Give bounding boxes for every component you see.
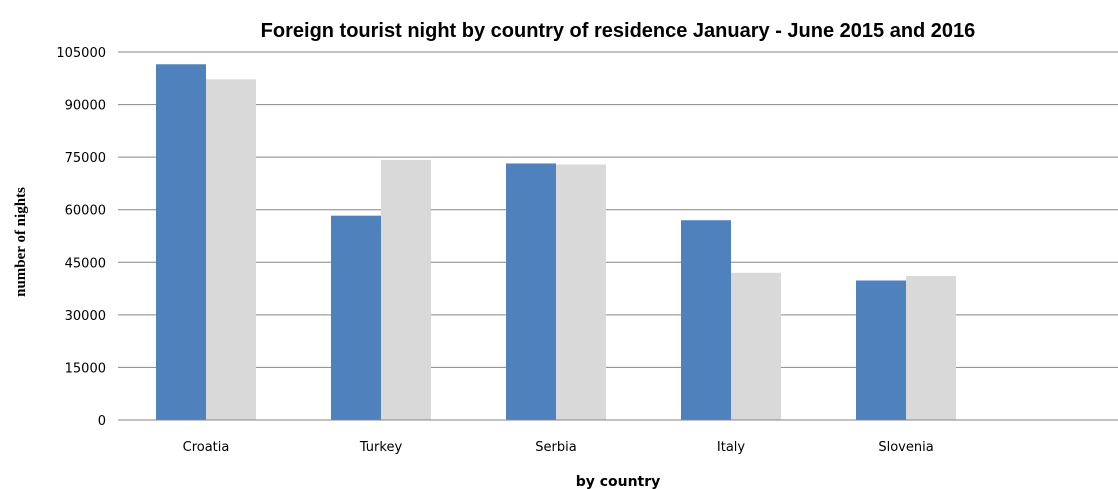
bar-turkey-series-2 bbox=[381, 159, 431, 421]
y-axis-tick-labels: 0 15000 30000 45000 60000 75000 90000 105000 bbox=[56, 46, 106, 429]
x-tick-label-croatia: Croatia bbox=[183, 440, 230, 455]
x-axis-tick-labels: Croatia Turkey Serbia Italy Slovenia bbox=[183, 440, 934, 455]
bar-serbia-series-2 bbox=[556, 164, 606, 420]
bar-turkey-series-1 bbox=[331, 215, 381, 420]
y-tick-label: 45000 bbox=[65, 256, 106, 271]
bar-slovenia-series-1 bbox=[856, 280, 906, 420]
y-tick-label: 105000 bbox=[56, 46, 106, 61]
bar-croatia-series-2 bbox=[206, 79, 256, 420]
bar-italy-series-2 bbox=[731, 272, 781, 420]
y-tick-label: 90000 bbox=[65, 99, 106, 114]
x-tick-label-slovenia: Slovenia bbox=[878, 440, 933, 455]
y-tick-label: 60000 bbox=[65, 204, 106, 219]
y-tick-label: 0 bbox=[98, 414, 106, 429]
x-tick-label-italy: Italy bbox=[717, 440, 746, 455]
bar-serbia-series-1 bbox=[506, 163, 556, 421]
bars bbox=[156, 64, 956, 421]
x-axis-label: by country bbox=[576, 474, 661, 489]
bar-slovenia-series-2 bbox=[906, 275, 956, 420]
y-tick-label: 75000 bbox=[65, 151, 106, 166]
bar-italy-series-1 bbox=[681, 220, 731, 420]
chart-title: Foreign tourist night by country of resi… bbox=[261, 20, 976, 42]
x-tick-label-serbia: Serbia bbox=[535, 440, 576, 455]
x-tick-label-turkey: Turkey bbox=[359, 440, 403, 455]
bar-croatia-series-1 bbox=[156, 64, 206, 421]
y-tick-label: 15000 bbox=[65, 361, 106, 376]
y-tick-label: 30000 bbox=[65, 309, 106, 324]
gridlines bbox=[118, 51, 1118, 368]
y-axis-label: number of nights bbox=[13, 187, 29, 297]
